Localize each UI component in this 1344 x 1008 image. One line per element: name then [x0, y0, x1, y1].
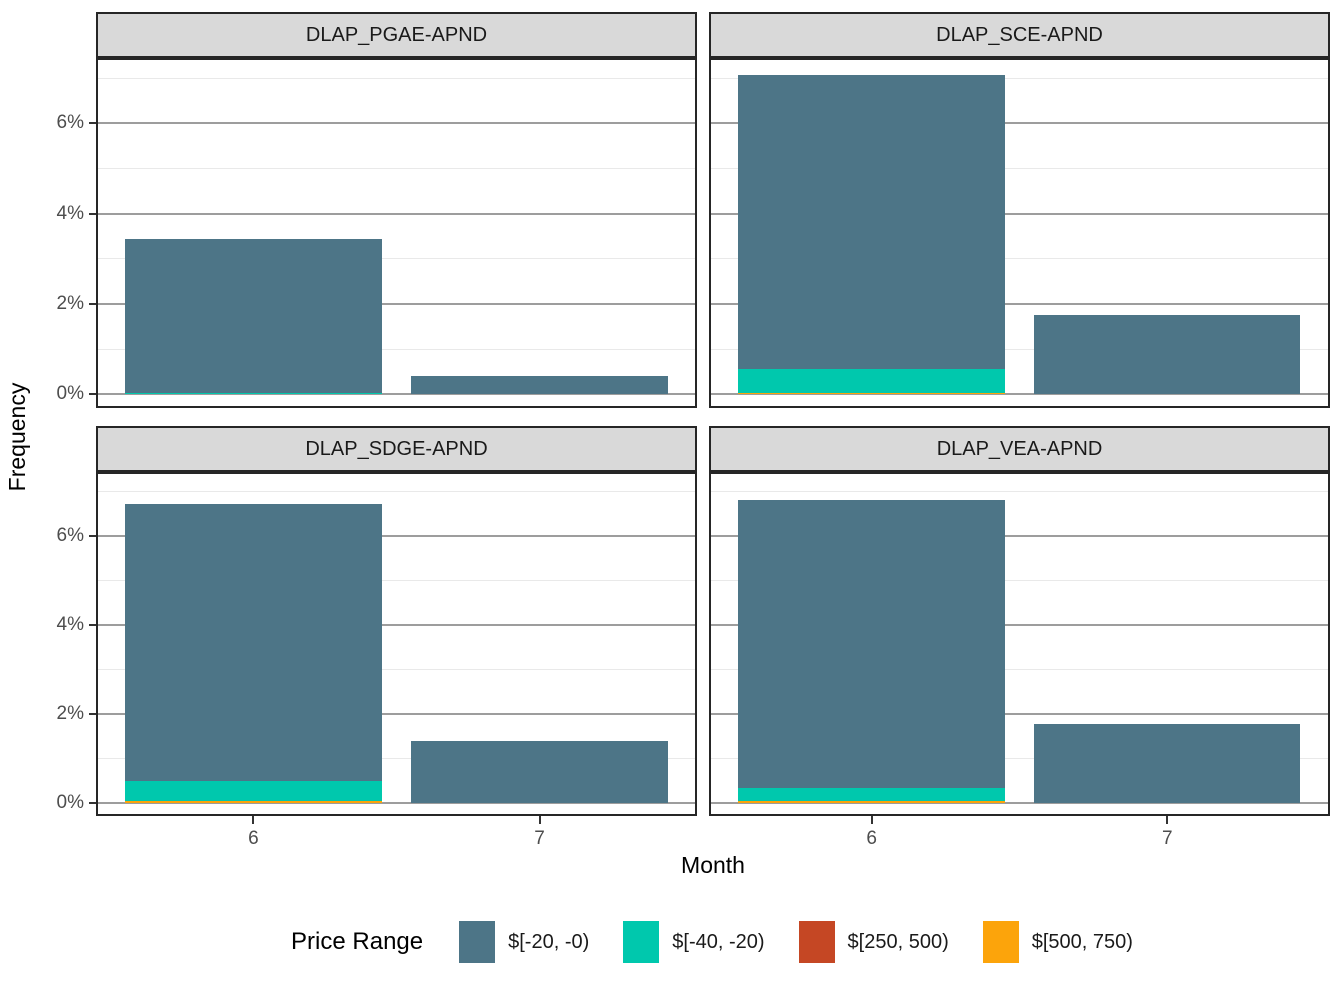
facet-strip-title: DLAP_PGAE-APND [96, 12, 697, 58]
gridline-minor [96, 348, 697, 350]
gridline-minor [96, 669, 697, 671]
bar-segment-month-7 [1034, 314, 1301, 395]
y-tick-label: 4% [56, 614, 84, 636]
gridline-major [96, 212, 697, 215]
y-tick-mark [89, 122, 96, 125]
gridline-minor [96, 258, 697, 260]
bar-segment-month-6 [738, 800, 1005, 803]
gridline-minor [709, 168, 1330, 170]
legend-item: $[-20, -0) [459, 921, 589, 963]
x-tick-mark [252, 816, 255, 824]
x-tick-label: 6 [866, 828, 877, 849]
bar-segment-month-6 [124, 392, 383, 395]
gridline-major [709, 535, 1330, 538]
gridline-major [96, 535, 697, 538]
legend-label: $[250, 500) [847, 930, 949, 953]
legend-item: $[250, 500) [798, 921, 949, 963]
facet-panel [96, 58, 697, 408]
facet-panel [709, 58, 1330, 408]
gridline-minor [709, 77, 1330, 79]
facet-strip-title: DLAP_SDGE-APND [96, 426, 697, 472]
gridline-major [96, 624, 697, 627]
x-tick-label: 7 [1162, 828, 1173, 849]
bar-segment-month-6 [738, 75, 1005, 370]
gridline-major [709, 212, 1330, 215]
x-tick-mark [538, 816, 541, 824]
gridline-major [96, 712, 697, 715]
legend-label: $[-40, -20) [672, 930, 765, 953]
y-tick-label: 2% [56, 293, 84, 315]
bar-segment-month-6 [124, 503, 383, 782]
legend-item: $[500, 750) [982, 921, 1133, 963]
bar-segment-month-6 [124, 239, 383, 393]
legend: Price Range $[-20, -0) $[-40, -20) $[250, … [96, 912, 1328, 972]
x-tick-mark [1166, 816, 1169, 824]
gridline-minor [96, 580, 697, 582]
gridline-major [709, 303, 1330, 306]
gridline-major [709, 801, 1330, 804]
gridline-minor [96, 491, 697, 493]
legend-item: $[-40, -20) [623, 921, 765, 963]
gridline-minor [709, 348, 1330, 350]
gridline-minor [709, 669, 1330, 671]
gridline-minor [96, 77, 697, 79]
y-tick-mark [89, 303, 96, 306]
y-tick-mark [89, 535, 96, 538]
y-tick-label: 0% [56, 383, 84, 405]
facet-panel [709, 472, 1330, 816]
gridline-minor [96, 757, 697, 759]
y-tick-label: 4% [56, 202, 84, 224]
y-tick-label: 2% [56, 702, 84, 724]
y-tick-mark [89, 393, 96, 396]
y-tick-mark [89, 801, 96, 804]
legend-swatch [623, 921, 660, 963]
gridline-major [709, 712, 1330, 715]
legend-swatch [459, 921, 496, 963]
bar-segment-month-6 [738, 369, 1005, 393]
gridline-major [96, 801, 697, 804]
gridline-minor [709, 491, 1330, 493]
legend-items: $[-20, -0) $[-40, -20) $[250, 500) $[500, 7… [459, 921, 1133, 963]
bar-segment-month-6 [738, 392, 1005, 395]
facet-strip-title: DLAP_SCE-APND [709, 12, 1330, 58]
gridline-major [709, 122, 1330, 125]
gridline-minor [709, 580, 1330, 582]
x-axis-title: Month [681, 852, 745, 878]
x-tick-label: 7 [534, 828, 545, 849]
gridline-major [709, 624, 1330, 627]
x-tick-label: 6 [248, 828, 259, 849]
bar-segment-month-6 [738, 499, 1005, 789]
y-tick-mark [89, 624, 96, 627]
gridline-major [96, 303, 697, 306]
y-tick-label: 6% [56, 525, 84, 547]
gridline-major [96, 122, 697, 125]
gridline-major [709, 393, 1330, 396]
bar-segment-month-6 [124, 801, 383, 803]
y-tick-label: 0% [56, 791, 84, 813]
bar-segment-month-6 [124, 781, 383, 802]
legend-title: Price Range [291, 928, 424, 955]
gridline-minor [96, 168, 697, 170]
y-tick-mark [89, 212, 96, 215]
facet-panel [96, 472, 697, 816]
x-tick-mark [870, 816, 873, 824]
y-tick-mark [89, 712, 96, 715]
facet-strip-title: DLAP_VEA-APND [709, 426, 1330, 472]
y-tick-label: 6% [56, 112, 84, 134]
bar-segment-month-6 [738, 788, 1005, 801]
legend-label: $[-20, -0) [508, 930, 590, 953]
bar-segment-month-7 [410, 741, 669, 803]
bar-segment-month-7 [1034, 724, 1301, 803]
gridline-major [96, 393, 697, 396]
legend-swatch [982, 921, 1019, 963]
legend-label: $[500, 750) [1031, 930, 1133, 953]
gridline-minor [709, 757, 1330, 759]
legend-swatch [798, 921, 835, 963]
bar-segment-month-7 [410, 376, 669, 395]
gridline-minor [709, 258, 1330, 260]
